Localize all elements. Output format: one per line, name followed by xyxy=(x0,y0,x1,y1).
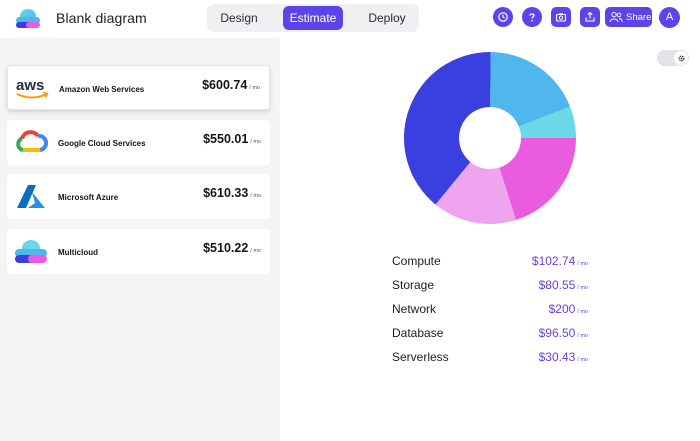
provider-card-multicloud[interactable]: Multicloud $510.22 / mo xyxy=(7,229,270,274)
legend-row-serverless: Serverless $30.43/ mo xyxy=(392,350,588,364)
provider-price: $610.33 / mo xyxy=(203,186,261,200)
provider-card-gcp[interactable]: Google Cloud Services $550.01 / mo xyxy=(7,120,270,165)
snapshot-button[interactable] xyxy=(551,7,571,27)
camera-icon xyxy=(555,13,567,22)
tab-deploy[interactable]: Deploy xyxy=(368,11,406,25)
avatar[interactable]: A xyxy=(659,7,680,28)
export-button[interactable] xyxy=(580,7,600,27)
aws-logo-icon: aws xyxy=(16,77,49,99)
multicloud-logo-icon xyxy=(15,240,47,263)
history-icon xyxy=(498,12,508,22)
donut-slice-compute[interactable] xyxy=(499,138,576,221)
donut-slice-database[interactable] xyxy=(490,52,571,127)
provider-list: aws Amazon Web Services $600.74 / mo Goo… xyxy=(0,38,280,441)
legend-row-database: Database $96.50/ mo xyxy=(392,326,588,340)
provider-card-aws[interactable]: aws Amazon Web Services $600.74 / mo xyxy=(7,65,270,110)
settings-toggle[interactable] xyxy=(657,50,689,66)
provider-card-azure[interactable]: Microsoft Azure $610.33 / mo xyxy=(7,174,270,219)
export-icon xyxy=(585,11,595,22)
azure-logo-icon xyxy=(17,185,45,208)
cost-breakdown-chart xyxy=(404,51,576,224)
provider-price: $510.22 / mo xyxy=(203,241,261,255)
gear-icon xyxy=(678,55,684,61)
legend-row-compute: Compute $102.74/ mo xyxy=(392,254,588,268)
help-icon xyxy=(529,13,535,22)
provider-price: $600.74 / mo xyxy=(202,78,260,92)
provider-name: Amazon Web Services xyxy=(59,85,145,94)
share-button[interactable]: Share xyxy=(605,7,652,27)
toggle-knob xyxy=(674,51,688,65)
mode-tabs: Design Estimate Deploy xyxy=(207,4,419,32)
donut-slice-network[interactable] xyxy=(404,51,491,205)
legend-row-storage: Storage $80.55/ mo xyxy=(392,278,588,292)
history-button[interactable] xyxy=(493,7,513,27)
svg-text:aws: aws xyxy=(16,77,44,94)
donut-slice-serverless[interactable] xyxy=(518,106,576,138)
provider-price: $550.01 / mo xyxy=(203,132,261,146)
help-button[interactable] xyxy=(522,7,542,27)
app-logo-icon[interactable] xyxy=(14,6,42,30)
users-icon xyxy=(609,11,623,23)
share-label: Share xyxy=(626,11,652,23)
donut-slice-storage[interactable] xyxy=(435,161,516,224)
provider-name: Microsoft Azure xyxy=(58,193,119,202)
tab-design[interactable]: Design xyxy=(220,11,258,25)
provider-name: Multicloud xyxy=(58,248,98,257)
tab-estimate[interactable]: Estimate xyxy=(283,6,343,30)
google-cloud-logo-icon xyxy=(16,130,48,152)
legend-row-network: Network $200/ mo xyxy=(392,302,588,316)
cost-legend: Compute $102.74/ mo Storage $80.55/ mo N… xyxy=(392,252,592,372)
diagram-title[interactable]: Blank diagram xyxy=(56,10,147,26)
header: Blank diagram Design Estimate Deploy Sha… xyxy=(0,0,700,38)
provider-name: Google Cloud Services xyxy=(58,139,146,148)
